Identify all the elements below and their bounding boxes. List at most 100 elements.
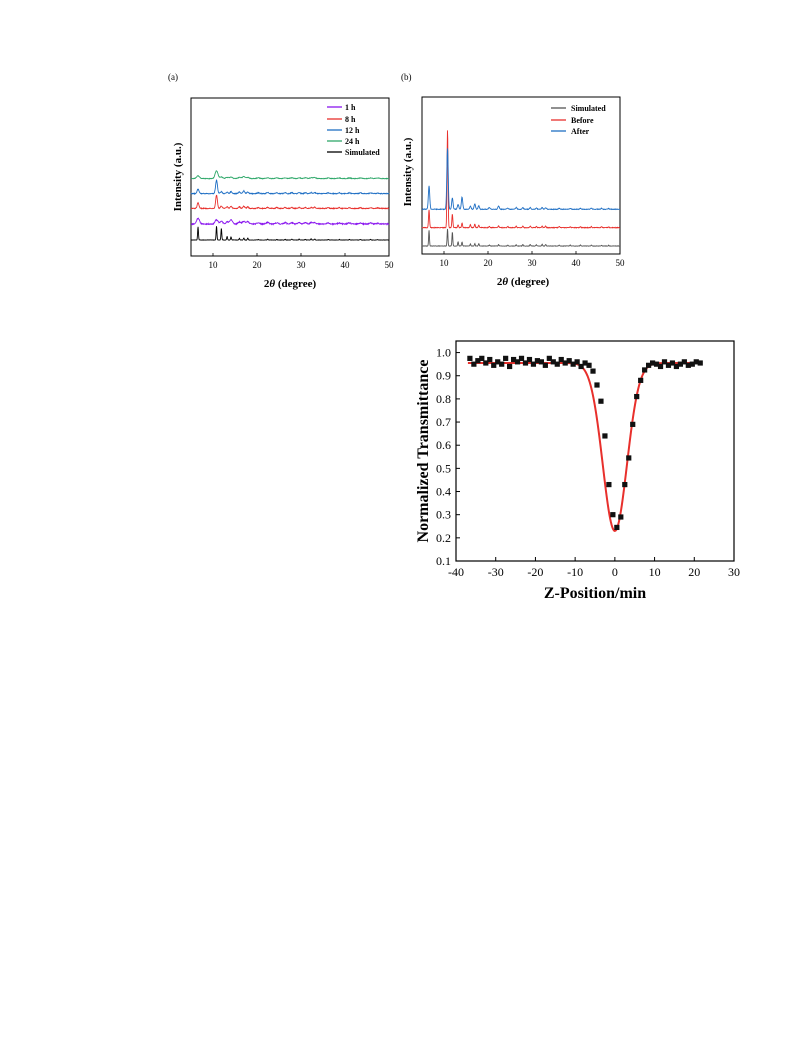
panel-a-legend-label: 1 h <box>345 103 356 112</box>
panel-b-legend-label: After <box>571 127 590 136</box>
panel-b-frame <box>421 96 621 255</box>
panel-c-data-point <box>653 361 660 367</box>
panel-c-data-point <box>634 393 640 400</box>
panel-c-xtick-label: 20 <box>688 565 700 579</box>
panel-b-xtick-label: 30 <box>528 258 538 268</box>
panel-b-traces-series-after <box>421 148 621 211</box>
panel-a-xlabel-symbol: θ <box>269 278 275 290</box>
panel-c-ytick-label: 0.7 <box>436 415 451 429</box>
panel-a-frame <box>190 97 390 257</box>
panel-c-data-point <box>479 355 485 361</box>
panel-c-xticks: -40 -30 -20 -10 0 10 20 30 <box>448 557 740 579</box>
panel-c-data-point <box>554 361 560 367</box>
panel-c-data-point <box>586 362 592 368</box>
panel-c-data-point <box>495 359 501 365</box>
panel-c-data-point <box>681 359 687 365</box>
panel-c-data-point <box>630 421 636 427</box>
panel-c-xtick-label: 10 <box>649 565 661 579</box>
panel-c-data-point <box>602 433 608 439</box>
panel-c-ytick-label: 0.8 <box>436 392 451 406</box>
panel-c-data-point <box>558 356 564 363</box>
panel-b-xtick-label: 10 <box>440 258 450 268</box>
panel-a-traces-series-8-h <box>190 194 390 210</box>
panel-c-ytick-label: 1.0 <box>436 346 451 360</box>
panel-a-y-axis-label: Intensity (a.u.) <box>172 142 184 211</box>
panel-c-data-point <box>614 524 620 531</box>
panel-c: 0.1 0.2 0.3 0.4 0.5 0.6 0.7 0.8 0.9 1.0 -40 -30 -20… <box>415 340 740 602</box>
panel-b: (b) 10 20 30 40 50 2θ (degree) Intensity… <box>401 72 625 288</box>
panel-c-fit-curve <box>467 362 703 532</box>
panel-c-xtick-label: -20 <box>527 565 543 579</box>
panel-a-traces-series-24-h <box>190 170 390 180</box>
panel-c-ytick-label: 0.6 <box>436 438 451 452</box>
panel-b-xtick-label: 50 <box>616 258 626 268</box>
panel-b-traces-series-simulated <box>421 228 621 247</box>
panel-c-data-point <box>566 358 572 364</box>
panel-c-data-point <box>693 359 699 365</box>
panel-c-data-point <box>622 481 628 488</box>
panel-c-xtick-label: -30 <box>488 565 504 579</box>
panel-c-data-point <box>507 363 513 370</box>
panel-c-data-point <box>538 359 544 365</box>
panel-a-legend-label: 24 h <box>345 137 360 146</box>
panel-c-data-point <box>483 360 489 366</box>
panel-c-data-point <box>582 360 588 366</box>
panel-b-traces-series-before <box>421 130 621 229</box>
panel-c-data-point <box>673 363 680 370</box>
panel-c-data-point <box>657 363 664 370</box>
panel-c-ytick-label: 0.5 <box>436 461 451 475</box>
panel-c-data-point <box>649 360 656 366</box>
panel-a-xtick-label: 10 <box>209 260 219 270</box>
panel-c-data-point <box>534 358 541 364</box>
panel-c-data-point <box>669 360 676 366</box>
panel-a-legend-label: 12 h <box>345 126 360 135</box>
panel-c-ytick-label: 0.4 <box>436 485 451 499</box>
panel-c-data-point <box>467 355 473 361</box>
panel-c-xtick-label: 30 <box>728 565 740 579</box>
panel-c-ytick-label: 0.2 <box>436 531 451 545</box>
panel-b-xlabel-symbol: θ <box>502 276 508 288</box>
panel-c-data-point <box>685 362 691 368</box>
panel-a-traces <box>190 170 390 256</box>
panel-c-data-point <box>562 360 568 366</box>
panel-c-data-point <box>578 363 584 370</box>
panel-c-data-point <box>546 355 552 361</box>
panel-c-xtick-label: 0 <box>612 565 618 579</box>
panel-c-data-point <box>487 356 493 363</box>
panel-c-data-point <box>503 355 509 361</box>
panel-c-data-point <box>574 359 580 365</box>
panel-c-data-point <box>526 356 533 363</box>
panel-c-data-point <box>550 359 556 365</box>
panel-c-ytick-label: 0.9 <box>436 369 451 383</box>
panel-b-legend: Simulated Before After <box>551 104 606 136</box>
panel-a-traces-series-12-h <box>190 179 390 195</box>
panel-a-xlabel-prefix: 2 <box>264 278 270 290</box>
panel-a-traces-series-1-h <box>190 217 390 226</box>
panel-b-xticks: 10 20 30 40 50 <box>440 258 626 268</box>
panel-c-frame <box>455 340 735 562</box>
panel-c-data-point <box>514 359 521 365</box>
panel-c-xtick-label: -10 <box>567 565 583 579</box>
panel-c-xtick-label: -40 <box>448 565 464 579</box>
panel-c-data-point <box>471 361 477 367</box>
panel-a-xtick-label: 50 <box>385 260 395 270</box>
panel-a-legend: 1 h 8 h 12 h 24 h Simulated <box>327 103 380 157</box>
panel-a-xticks: 10 20 30 40 50 <box>209 260 395 270</box>
panel-a-legend-label: Simulated <box>345 148 380 157</box>
panel-a-xtick-label: 20 <box>253 260 263 270</box>
panel-c-data-point <box>499 361 505 367</box>
panel-c-data-point <box>618 514 624 520</box>
panel-c-data-point <box>638 377 644 383</box>
panel-c-data-point <box>598 398 604 404</box>
panel-a-xtick-label: 30 <box>297 260 307 270</box>
panel-c-plot <box>467 355 703 532</box>
panel-c-data-point <box>610 512 616 518</box>
panel-c-x-axis-label: Z-Position/min <box>544 585 646 602</box>
panel-c-data-point <box>697 360 703 366</box>
panel-c-data-point <box>606 481 612 488</box>
panel-c-data-point <box>522 360 529 366</box>
panel-a-legend-label: 8 h <box>345 115 356 124</box>
panel-b-legend-label: Before <box>571 116 594 125</box>
panel-b-xtick-label: 20 <box>484 258 494 268</box>
